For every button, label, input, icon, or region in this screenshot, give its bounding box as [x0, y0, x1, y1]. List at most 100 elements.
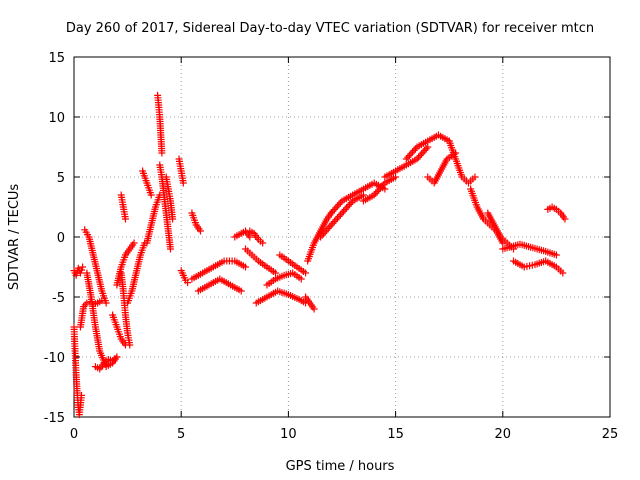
- data-point: [471, 173, 479, 181]
- data-point-track: [324, 224, 332, 232]
- data-point-track: [329, 207, 337, 215]
- data-point-track: [404, 153, 412, 161]
- data-point: [242, 263, 250, 271]
- data-point: [113, 353, 121, 361]
- data-point-track: [372, 189, 380, 197]
- data-point-track: [421, 146, 429, 154]
- data-point: [272, 269, 280, 277]
- data-point-track: [320, 230, 328, 238]
- chart-title: Day 260 of 2017, Sidereal Day-to-day VTE…: [66, 21, 594, 36]
- data-point-track: [378, 182, 386, 190]
- data-point-track: [344, 202, 352, 210]
- data-point: [310, 305, 318, 313]
- data-point: [424, 143, 432, 151]
- data-point: [184, 279, 192, 287]
- data-point-track: [376, 184, 384, 192]
- data-point: [126, 341, 134, 349]
- data-point-track: [341, 206, 349, 214]
- data-point-track: [332, 204, 340, 212]
- data-point-track: [335, 212, 343, 220]
- data-point-track: [336, 199, 344, 207]
- data-point: [83, 299, 91, 307]
- data-point: [402, 155, 410, 163]
- data-point-track: [375, 186, 383, 194]
- data-point-track: [326, 223, 334, 231]
- data-point: [166, 245, 174, 253]
- data-point: [121, 215, 129, 223]
- data-point: [78, 391, 86, 399]
- data-point-track: [330, 206, 338, 214]
- y-tick-label: -5: [52, 291, 65, 306]
- data-point-track: [333, 214, 341, 222]
- data-point: [302, 269, 310, 277]
- data-point-track: [410, 146, 418, 154]
- data-point-track: [419, 148, 427, 156]
- x-axis-ticks: 0 5 10 15 20 25: [70, 57, 618, 442]
- data-point: [327, 221, 335, 229]
- data-point: [552, 251, 560, 259]
- data-point-track: [347, 199, 355, 207]
- data-point-track: [405, 152, 413, 160]
- data-point-track: [318, 231, 326, 239]
- data-point-track: [416, 152, 424, 160]
- data-point-track: [335, 200, 343, 208]
- data-point-track: [78, 266, 86, 274]
- data-point: [317, 233, 325, 241]
- data-points: [70, 91, 569, 419]
- data-point: [76, 269, 84, 277]
- data-point: [559, 269, 567, 277]
- data-point-track: [333, 202, 341, 210]
- x-axis-label: GPS time / hours: [286, 459, 395, 474]
- data-point-track: [336, 211, 344, 219]
- y-tick-label: -15: [44, 411, 65, 426]
- data-point: [169, 215, 177, 223]
- data-point-track: [412, 145, 420, 153]
- data-point: [413, 155, 421, 163]
- data-point: [246, 233, 254, 241]
- data-point: [158, 149, 166, 157]
- x-tick-label: 20: [495, 427, 512, 442]
- x-tick-label: 0: [70, 427, 78, 442]
- data-point: [237, 287, 245, 295]
- data-point: [297, 275, 305, 283]
- data-point-track: [407, 150, 415, 158]
- data-point: [561, 215, 569, 223]
- data-point-track: [415, 153, 423, 161]
- data-point: [259, 239, 267, 247]
- y-axis-label: SDTVAR / TECUs: [7, 184, 22, 291]
- x-tick-label: 15: [387, 427, 404, 442]
- data-point: [327, 209, 335, 217]
- y-tick-label: 15: [48, 51, 65, 66]
- data-point: [147, 191, 155, 199]
- data-point-track: [408, 148, 416, 156]
- data-point-track: [346, 200, 354, 208]
- data-point: [79, 263, 87, 271]
- data-point-track: [422, 145, 430, 153]
- data-point: [338, 209, 346, 217]
- data-point: [179, 179, 187, 187]
- data-point-track: [329, 219, 337, 227]
- data-point: [370, 191, 378, 199]
- x-tick-label: 5: [177, 427, 185, 442]
- data-point-track: [340, 207, 348, 215]
- data-point-track: [418, 150, 426, 158]
- x-tick-label: 10: [280, 427, 297, 442]
- data-point-track: [379, 181, 387, 189]
- data-point: [102, 299, 110, 307]
- y-tick-label: 0: [57, 231, 65, 246]
- data-point-track: [373, 188, 381, 196]
- y-axis-ticks: -15 -10 -5 0 5 10 15: [44, 51, 610, 426]
- data-point-track: [332, 216, 340, 224]
- data-point-track: [343, 204, 351, 212]
- data-point: [130, 239, 138, 247]
- data-point: [392, 173, 400, 181]
- grid-lines: [74, 57, 610, 417]
- data-point: [196, 227, 204, 235]
- data-point-track: [323, 226, 331, 234]
- y-tick-label: 5: [57, 171, 65, 186]
- y-tick-label: 10: [48, 111, 65, 126]
- x-tick-label: 25: [602, 427, 619, 442]
- data-point-track: [321, 228, 329, 236]
- data-point: [359, 191, 367, 199]
